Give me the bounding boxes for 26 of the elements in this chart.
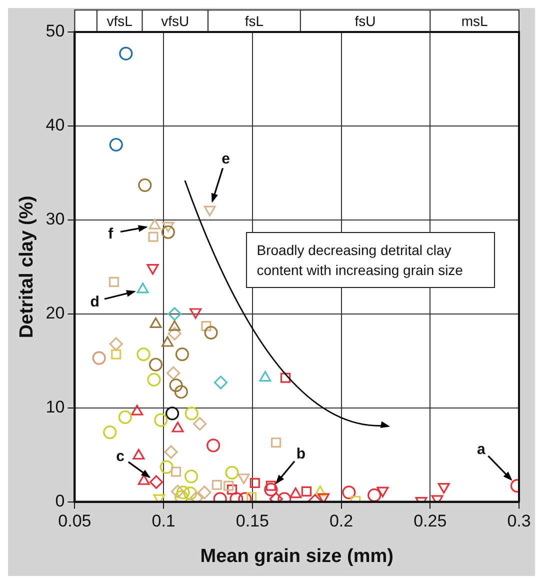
text: vfsU [161, 12, 190, 29]
text: fsL [244, 12, 264, 29]
y-tick-label: 0 [55, 491, 65, 510]
text: fsU [354, 12, 376, 29]
x-tick-label: 0.05 [58, 512, 92, 531]
x-tick-label: 0.25 [414, 512, 447, 531]
annotation: c [116, 448, 124, 466]
annotation: Broadly decreasing detrital clay content with increasing grain size [246, 232, 495, 288]
x-axis-title: Mean grain size (mm) [200, 546, 394, 567]
annotation: f [108, 226, 114, 243]
y-axis-title: Detrital clay (%) [16, 196, 38, 338]
annotation: a [477, 440, 486, 458]
y-tick-label: 10 [46, 398, 65, 417]
y-tick-label: 50 [46, 22, 65, 41]
x-tick-label: 0.1 [152, 512, 176, 531]
x-tick-label: 0.2 [329, 512, 354, 531]
annotation: e [222, 150, 230, 168]
annotation: d [90, 293, 100, 310]
annotation: b [296, 446, 306, 463]
y-tick-label: 30 [46, 210, 65, 229]
x-tick-label: 0.3 [507, 512, 531, 531]
y-tick-label: 40 [46, 116, 65, 135]
y-tick-label: 20 [46, 304, 65, 323]
x-tick-label: 0.15 [236, 512, 269, 531]
text: msL [461, 12, 488, 29]
text: vfsL [106, 12, 133, 29]
